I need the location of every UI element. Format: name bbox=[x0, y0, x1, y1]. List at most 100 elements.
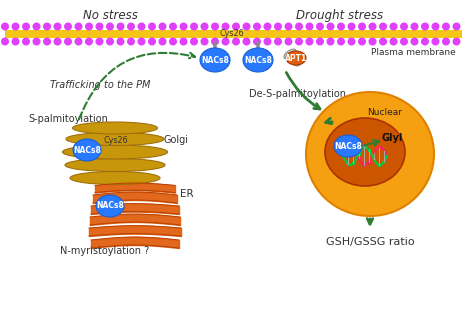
Ellipse shape bbox=[70, 172, 160, 185]
Text: Cys26: Cys26 bbox=[103, 136, 127, 145]
Circle shape bbox=[432, 38, 439, 45]
Circle shape bbox=[316, 23, 324, 31]
Circle shape bbox=[148, 38, 156, 45]
Text: Golgi: Golgi bbox=[163, 135, 188, 145]
Ellipse shape bbox=[284, 49, 296, 59]
Circle shape bbox=[368, 38, 376, 45]
Text: ER: ER bbox=[180, 189, 194, 199]
Circle shape bbox=[64, 23, 72, 31]
Circle shape bbox=[221, 23, 229, 31]
Circle shape bbox=[75, 23, 83, 31]
Circle shape bbox=[54, 23, 62, 31]
Text: NACs8: NACs8 bbox=[96, 202, 124, 210]
Circle shape bbox=[389, 38, 397, 45]
Ellipse shape bbox=[334, 135, 362, 157]
Circle shape bbox=[453, 23, 460, 31]
Circle shape bbox=[389, 23, 397, 31]
Circle shape bbox=[400, 23, 408, 31]
Ellipse shape bbox=[72, 122, 157, 134]
Ellipse shape bbox=[66, 132, 164, 145]
Circle shape bbox=[347, 38, 355, 45]
Circle shape bbox=[295, 23, 303, 31]
Circle shape bbox=[95, 23, 104, 31]
Circle shape bbox=[421, 23, 429, 31]
Circle shape bbox=[127, 23, 135, 31]
Circle shape bbox=[85, 23, 93, 31]
Ellipse shape bbox=[243, 48, 273, 72]
Circle shape bbox=[211, 23, 219, 31]
Ellipse shape bbox=[288, 56, 300, 66]
Ellipse shape bbox=[286, 51, 306, 65]
Circle shape bbox=[305, 38, 313, 45]
Ellipse shape bbox=[200, 48, 230, 72]
Circle shape bbox=[442, 23, 450, 31]
Circle shape bbox=[106, 38, 114, 45]
Circle shape bbox=[295, 38, 303, 45]
Ellipse shape bbox=[73, 139, 101, 161]
Text: Plasma membrane: Plasma membrane bbox=[371, 48, 456, 57]
Circle shape bbox=[368, 23, 376, 31]
Circle shape bbox=[274, 38, 282, 45]
Text: S-palmitoylation: S-palmitoylation bbox=[28, 114, 108, 124]
Circle shape bbox=[221, 38, 229, 45]
Circle shape bbox=[106, 23, 114, 31]
Circle shape bbox=[1, 38, 9, 45]
Circle shape bbox=[43, 23, 51, 31]
Circle shape bbox=[137, 23, 146, 31]
Text: Trafficking to the PM: Trafficking to the PM bbox=[50, 80, 150, 90]
Ellipse shape bbox=[306, 92, 434, 216]
Circle shape bbox=[337, 23, 345, 31]
Circle shape bbox=[358, 23, 366, 31]
Circle shape bbox=[169, 23, 177, 31]
Circle shape bbox=[75, 38, 83, 45]
Circle shape bbox=[127, 38, 135, 45]
Circle shape bbox=[116, 38, 125, 45]
Circle shape bbox=[242, 23, 250, 31]
Circle shape bbox=[1, 23, 9, 31]
Circle shape bbox=[242, 38, 250, 45]
Text: GlyI: GlyI bbox=[382, 133, 403, 143]
Circle shape bbox=[22, 23, 30, 31]
Circle shape bbox=[410, 38, 418, 45]
Circle shape bbox=[410, 23, 418, 31]
Circle shape bbox=[169, 38, 177, 45]
Circle shape bbox=[253, 23, 261, 31]
Circle shape bbox=[400, 38, 408, 45]
Circle shape bbox=[284, 23, 292, 31]
Circle shape bbox=[358, 38, 366, 45]
Circle shape bbox=[305, 23, 313, 31]
Circle shape bbox=[442, 38, 450, 45]
Circle shape bbox=[137, 38, 146, 45]
Circle shape bbox=[347, 23, 355, 31]
Text: NACs8: NACs8 bbox=[201, 55, 229, 64]
Circle shape bbox=[116, 23, 125, 31]
Text: NACs8: NACs8 bbox=[73, 145, 101, 154]
Text: APT1: APT1 bbox=[285, 53, 307, 62]
Text: GSH/GSSG ratio: GSH/GSSG ratio bbox=[325, 237, 414, 247]
Circle shape bbox=[22, 38, 30, 45]
Circle shape bbox=[12, 38, 20, 45]
Ellipse shape bbox=[96, 195, 124, 217]
Circle shape bbox=[453, 38, 460, 45]
Circle shape bbox=[64, 38, 72, 45]
Circle shape bbox=[263, 23, 271, 31]
Circle shape bbox=[158, 23, 167, 31]
Bar bbox=[5, 30, 462, 38]
Circle shape bbox=[190, 23, 198, 31]
Ellipse shape bbox=[65, 158, 165, 172]
Text: NACs8: NACs8 bbox=[334, 141, 362, 150]
Circle shape bbox=[95, 38, 104, 45]
Circle shape bbox=[85, 38, 93, 45]
Text: Drought stress: Drought stress bbox=[297, 9, 383, 22]
Circle shape bbox=[326, 38, 334, 45]
Circle shape bbox=[379, 23, 387, 31]
Circle shape bbox=[211, 38, 219, 45]
Ellipse shape bbox=[325, 118, 405, 186]
Circle shape bbox=[263, 38, 271, 45]
Circle shape bbox=[158, 38, 167, 45]
Text: NACs8: NACs8 bbox=[244, 55, 272, 64]
Text: Cys26: Cys26 bbox=[219, 29, 244, 38]
Circle shape bbox=[54, 38, 62, 45]
Circle shape bbox=[316, 38, 324, 45]
Circle shape bbox=[284, 38, 292, 45]
